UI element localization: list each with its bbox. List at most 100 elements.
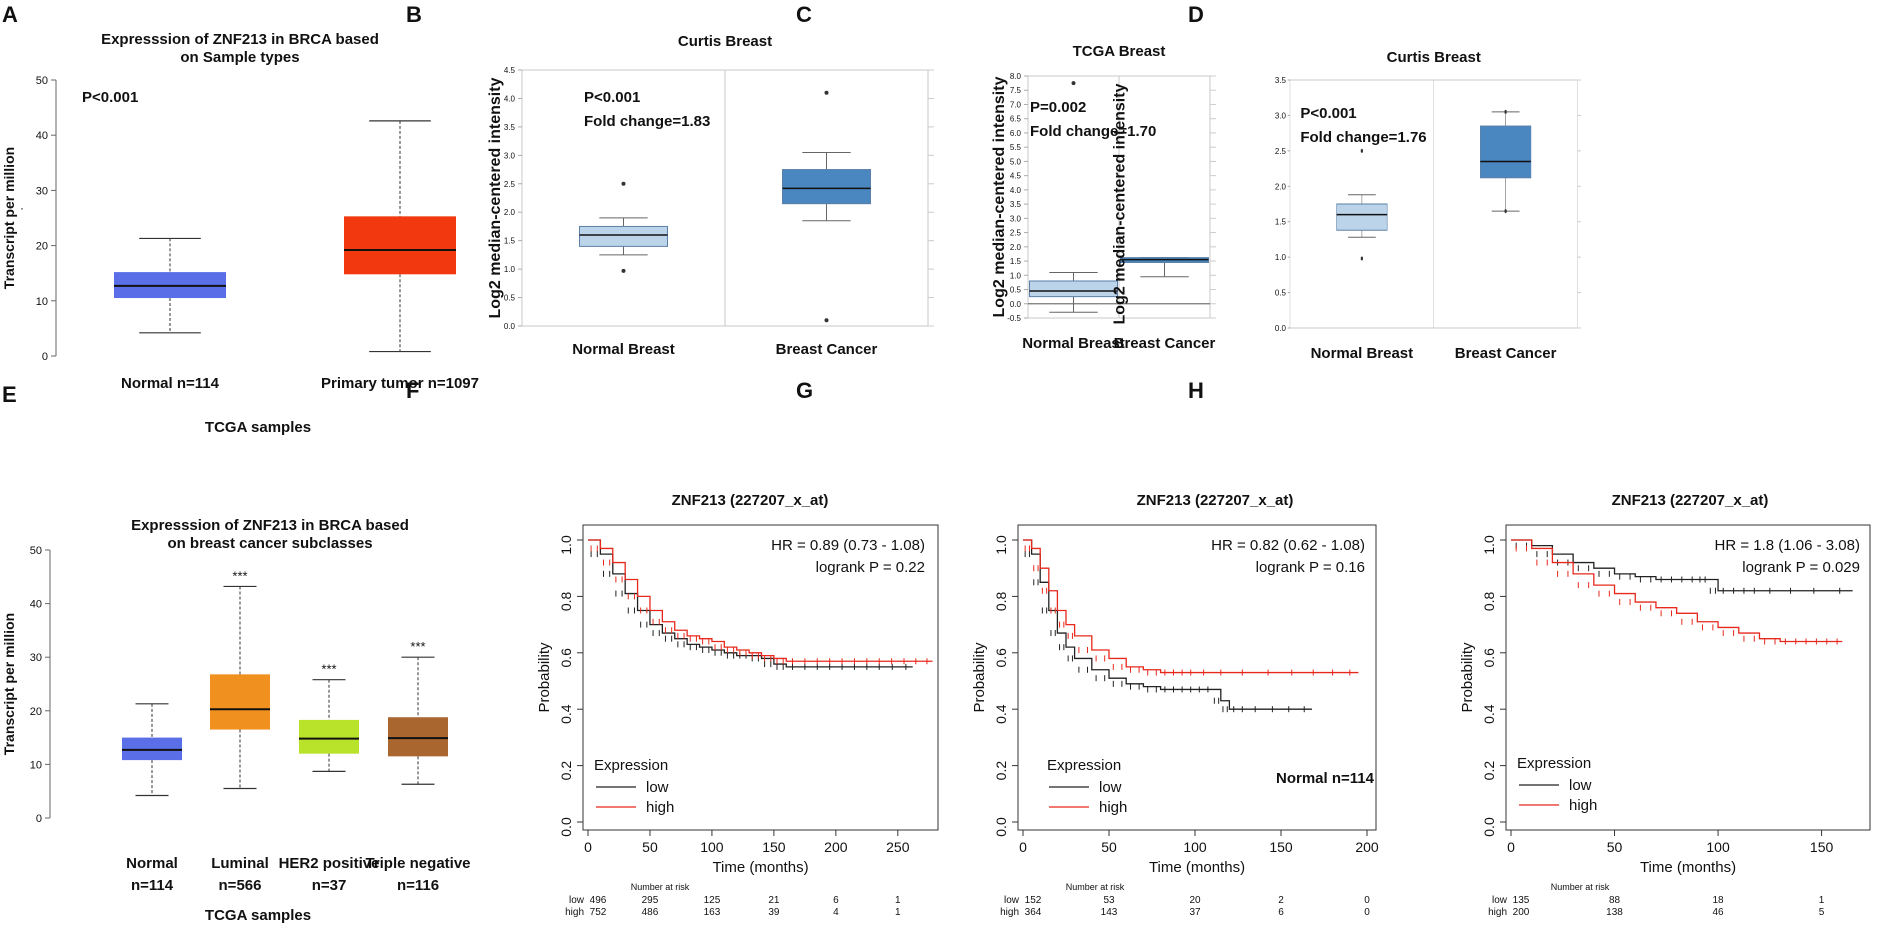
outlier-point bbox=[621, 181, 626, 186]
y-axis-label: Probability bbox=[971, 642, 988, 713]
box-iqr bbox=[782, 169, 871, 205]
box-iqr bbox=[579, 225, 668, 247]
survival-curve-high bbox=[588, 539, 933, 662]
risk-count: 486 bbox=[642, 907, 659, 918]
risk-count: 0 bbox=[1364, 895, 1370, 906]
y-tick-label: 0.0 bbox=[504, 322, 516, 331]
y-tick-label: 6.0 bbox=[1010, 129, 1022, 138]
stray-mark: · bbox=[20, 201, 24, 215]
risk-count: 496 bbox=[590, 895, 607, 906]
y-axis-label: Transcript per million bbox=[1, 147, 17, 289]
risk-count: 6 bbox=[833, 895, 839, 906]
panel-b-boxplot: 0.0 0.5 1.0 1.5 2.0 2.5 3.0 3.5 4.0 4.5 Curtis Bre… bbox=[487, 33, 934, 358]
x-tick-label: 50 bbox=[1101, 839, 1117, 855]
y-tick-label: 7.5 bbox=[1010, 86, 1022, 95]
y-tick-label: 1.0 bbox=[558, 535, 574, 555]
y-tick-label: 3.0 bbox=[1010, 214, 1022, 223]
plot-title: Curtis Breast bbox=[1387, 49, 1481, 66]
x-axis-label: Time (months) bbox=[1640, 859, 1736, 876]
y-tick-label: 0.5 bbox=[1275, 289, 1287, 298]
risk-count: 2 bbox=[1278, 895, 1284, 906]
risk-count: 1 bbox=[1819, 895, 1825, 906]
significance-marker: *** bbox=[232, 568, 247, 583]
legend-title: Expression bbox=[1047, 757, 1121, 774]
risk-row-name: high bbox=[565, 907, 584, 918]
y-tick-label: 1.5 bbox=[1275, 218, 1287, 227]
category-label: n=566 bbox=[219, 877, 262, 894]
y-tick-label: 30 bbox=[30, 652, 42, 664]
y-tick-label: 30 bbox=[36, 185, 48, 197]
plot-title: Expresssion of ZNF213 in BRCA based bbox=[101, 31, 379, 48]
risk-row-name: low bbox=[569, 895, 585, 906]
risk-row-name: low bbox=[1492, 895, 1508, 906]
survival-curve-high bbox=[1511, 539, 1843, 643]
y-axis-label: Log2 median-centered intensity bbox=[991, 76, 1008, 317]
y-tick-label: 10 bbox=[36, 296, 48, 308]
box-iqr bbox=[1336, 203, 1388, 231]
annotation: P<0.001 bbox=[584, 89, 640, 106]
y-tick-label: 10 bbox=[30, 759, 42, 771]
outlier-point bbox=[824, 90, 829, 95]
panel-letter-f: F bbox=[406, 378, 419, 403]
y-tick-label: 0.6 bbox=[1481, 648, 1497, 668]
y-tick-label: 4.5 bbox=[1010, 172, 1022, 181]
x-tick-label: 0 bbox=[584, 839, 592, 855]
risk-count: 1 bbox=[895, 895, 901, 906]
hazard-ratio-text: HR = 0.89 (0.73 - 1.08) bbox=[771, 537, 925, 554]
risk-count: 4 bbox=[833, 907, 839, 918]
panel-note: Normal n=114 bbox=[1276, 770, 1375, 787]
x-tick-label: 150 bbox=[762, 839, 786, 855]
y-axis-label: Transcript per million bbox=[1, 613, 17, 755]
risk-count: 6 bbox=[1278, 907, 1284, 918]
y-tick-label: 4.0 bbox=[1010, 186, 1022, 195]
y-tick-label: 20 bbox=[36, 241, 48, 253]
significance-marker: *** bbox=[321, 662, 336, 677]
legend-label-high: high bbox=[1099, 799, 1127, 816]
y-tick-label: 0.4 bbox=[1481, 704, 1497, 724]
panel-c-boxplot: -0.5 0.0 0.5 1.0 1.5 2.0 2.5 3.0 3.5 4.0 4.5 5.0 5.5… bbox=[991, 43, 1216, 352]
risk-count: 21 bbox=[768, 895, 780, 906]
y-tick-label: 1.0 bbox=[1275, 253, 1287, 262]
y-tick-label: 2.0 bbox=[504, 208, 516, 217]
panel-letter-b: B bbox=[406, 2, 422, 27]
box-iqr bbox=[1480, 125, 1532, 179]
y-tick-label: 4.5 bbox=[504, 66, 516, 75]
risk-count: 200 bbox=[1513, 907, 1530, 918]
plot-frame bbox=[582, 524, 939, 831]
y-tick-label: 5.0 bbox=[1010, 157, 1022, 166]
outlier-point bbox=[1071, 81, 1076, 86]
y-tick-label: 0.2 bbox=[1481, 761, 1497, 781]
panel-letter-h: H bbox=[1188, 378, 1204, 403]
risk-count: 135 bbox=[1513, 895, 1530, 906]
y-tick-label: 5.5 bbox=[1010, 143, 1022, 152]
x-axis-label: TCGA samples bbox=[205, 907, 311, 924]
category-label: Normal Breast bbox=[1022, 335, 1125, 352]
risk-table-header: Number at risk bbox=[631, 882, 690, 892]
x-tick-label: 100 bbox=[1706, 839, 1730, 855]
category-label: Luminal bbox=[211, 855, 269, 872]
y-tick-label: 0.8 bbox=[993, 591, 1009, 611]
plot-title: TCGA Breast bbox=[1073, 43, 1166, 60]
plot-frame bbox=[1017, 524, 1377, 831]
y-tick-label: 20 bbox=[30, 706, 42, 718]
category-label: Normal Breast bbox=[572, 341, 675, 358]
y-axis-label: Probability bbox=[536, 642, 553, 713]
plot-frame bbox=[1505, 524, 1871, 831]
annotation: P<0.001 bbox=[1300, 105, 1356, 122]
panel-d-boxplot: 0.0 0.5 1.0 1.5 2.0 2.5 3.0 3.5 Curtis Breast Log… bbox=[1111, 49, 1581, 362]
x-tick-label: 250 bbox=[886, 839, 910, 855]
risk-row-name: low bbox=[1004, 895, 1020, 906]
legend-label-low: low bbox=[1099, 779, 1122, 796]
y-tick-label: 6.5 bbox=[1010, 115, 1022, 124]
risk-count: 0 bbox=[1364, 907, 1370, 918]
category-label: n=114 bbox=[131, 877, 174, 894]
plot-title: ZNF213 (227207_x_at) bbox=[672, 492, 829, 509]
risk-table-header: Number at risk bbox=[1551, 882, 1610, 892]
risk-count: 138 bbox=[1606, 907, 1623, 918]
risk-count: 5 bbox=[1819, 907, 1825, 918]
y-tick-label: 50 bbox=[36, 75, 48, 87]
logrank-p-text: logrank P = 0.16 bbox=[1256, 559, 1365, 576]
category-label: Breast Cancer bbox=[1114, 335, 1216, 352]
p-value-annotation: P<0.001 bbox=[82, 89, 138, 106]
